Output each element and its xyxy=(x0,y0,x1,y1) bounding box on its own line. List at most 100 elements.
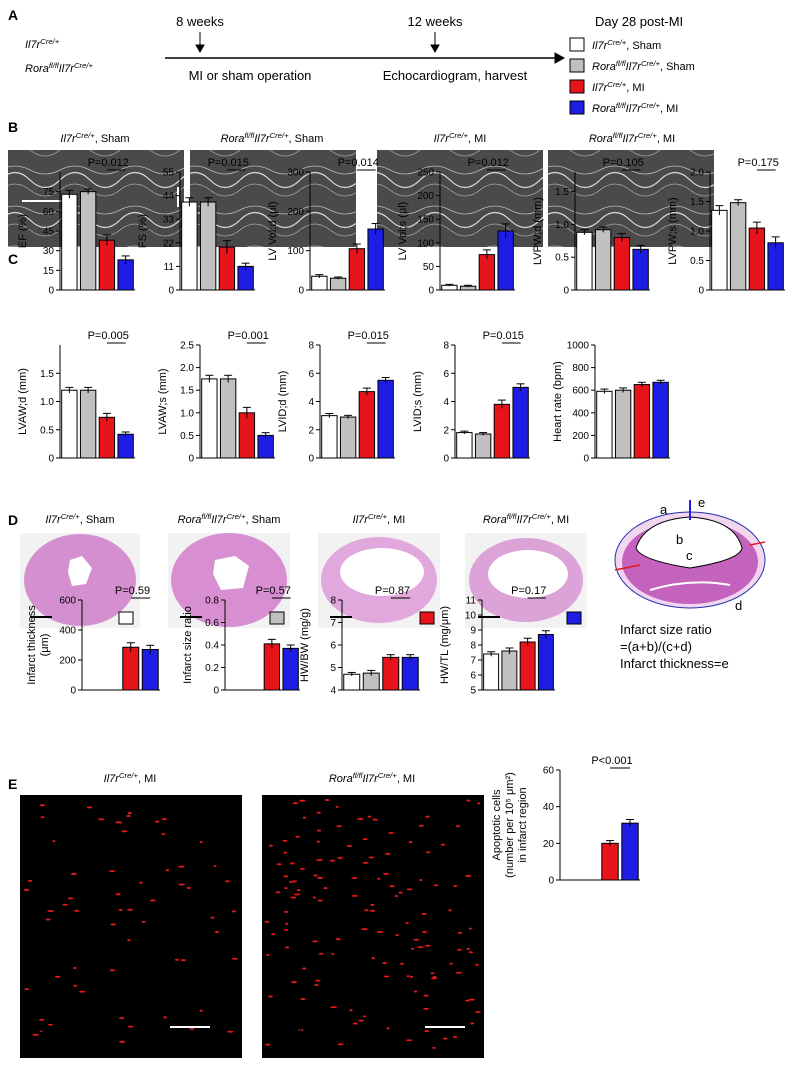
bar xyxy=(594,229,612,291)
cell xyxy=(40,816,45,819)
cell xyxy=(376,931,384,934)
cell xyxy=(118,908,123,911)
genotype-part: Il7r xyxy=(254,133,271,145)
cell xyxy=(409,975,414,978)
genotype-part: Cre/+ xyxy=(74,61,94,70)
y-tick-label: 2.0 xyxy=(690,168,704,179)
y-tick-label: 0 xyxy=(298,286,304,297)
genotype-part: Cre/+ xyxy=(607,38,627,47)
genotype-label: Rorafl/flIl7rCre/+, Sham xyxy=(221,131,324,146)
cell xyxy=(336,825,342,828)
cell xyxy=(453,885,458,888)
bar xyxy=(601,842,619,881)
genotype-label: Rorafl/flIl7rCre/+, MI xyxy=(483,512,569,527)
bar xyxy=(512,386,529,459)
cell xyxy=(386,1027,390,1030)
condition: , MI xyxy=(397,773,415,785)
cell xyxy=(264,920,270,923)
cell xyxy=(337,856,344,859)
cell xyxy=(410,947,415,950)
y-tick-label: 0 xyxy=(48,286,54,297)
cell xyxy=(368,856,375,859)
condition: , MI xyxy=(551,514,569,526)
y-tick-label: 75 xyxy=(43,187,55,198)
y-tick-label: 11 xyxy=(466,596,477,607)
cell xyxy=(62,903,68,906)
legend-swatch xyxy=(569,79,585,94)
bar xyxy=(263,643,281,691)
y-tick-label: 150 xyxy=(417,215,434,226)
cell xyxy=(189,1027,195,1030)
genotype-part: Cre/+ xyxy=(641,59,661,68)
cell xyxy=(452,1035,458,1038)
cell xyxy=(433,884,439,887)
cell xyxy=(127,939,131,942)
panel-label: D xyxy=(8,512,18,528)
y-tick-label: 6 xyxy=(308,369,314,380)
diagram-note: =(a+b)/(c+d) xyxy=(620,639,692,654)
cell xyxy=(457,948,462,951)
cell xyxy=(266,953,270,956)
cell xyxy=(394,895,399,898)
bar xyxy=(311,275,328,291)
genotype-part: Cre/+ xyxy=(76,131,96,140)
y-tick-label: 4 xyxy=(443,397,449,408)
cell xyxy=(284,946,290,949)
bar xyxy=(596,390,613,459)
bar xyxy=(321,415,338,459)
cell xyxy=(383,975,390,978)
genotype-part: Rora xyxy=(589,133,613,145)
cell xyxy=(474,1011,481,1014)
bar xyxy=(79,191,97,291)
y-tick-label: 300 xyxy=(287,168,304,179)
bar xyxy=(61,193,78,291)
cell xyxy=(283,851,288,854)
y-tick-label: 6 xyxy=(330,641,336,652)
y-axis-label: LVPW;s (mm) xyxy=(667,197,679,264)
cell xyxy=(316,811,321,814)
bar xyxy=(478,254,496,291)
cell xyxy=(268,995,273,998)
y-tick-label: 1.5 xyxy=(180,386,194,397)
bar xyxy=(98,239,116,291)
cell xyxy=(174,958,180,961)
bar xyxy=(358,391,376,459)
cell xyxy=(470,1022,475,1025)
y-tick-label: 30 xyxy=(43,246,55,257)
bar xyxy=(748,227,766,291)
bar xyxy=(519,641,536,691)
y-tick-label: 1.0 xyxy=(180,408,194,419)
cell xyxy=(302,816,307,819)
bar xyxy=(614,389,632,459)
genotype-part: Cre/+ xyxy=(378,771,398,780)
y-tick-label: 8 xyxy=(443,341,449,352)
y-axis-label: EF (%) xyxy=(17,214,29,248)
y-tick-label: 11 xyxy=(164,262,175,273)
cell xyxy=(413,938,420,941)
y-tick-label: 55 xyxy=(163,168,175,179)
cell xyxy=(284,887,288,890)
cell xyxy=(268,844,273,847)
cell xyxy=(419,878,423,881)
bar xyxy=(343,673,361,691)
bar xyxy=(181,201,198,291)
y-tick-label: 600 xyxy=(572,386,589,397)
infarct-diagram xyxy=(614,500,766,609)
cell xyxy=(293,893,301,896)
cell xyxy=(97,818,105,821)
bar xyxy=(367,228,384,291)
bar xyxy=(501,650,518,691)
y-tick-label: 800 xyxy=(572,363,589,374)
p-value: P=0.105 xyxy=(603,157,644,169)
cell xyxy=(406,975,410,978)
cell xyxy=(109,870,116,873)
cell xyxy=(39,804,45,807)
cell xyxy=(358,1019,365,1022)
cell xyxy=(225,880,230,883)
y-tick-label: 0.8 xyxy=(205,596,219,607)
bar xyxy=(219,378,237,459)
cell xyxy=(296,889,301,892)
cell xyxy=(110,923,117,926)
y-tick-label: 200 xyxy=(417,191,434,202)
y-tick-label: 60 xyxy=(43,207,55,218)
